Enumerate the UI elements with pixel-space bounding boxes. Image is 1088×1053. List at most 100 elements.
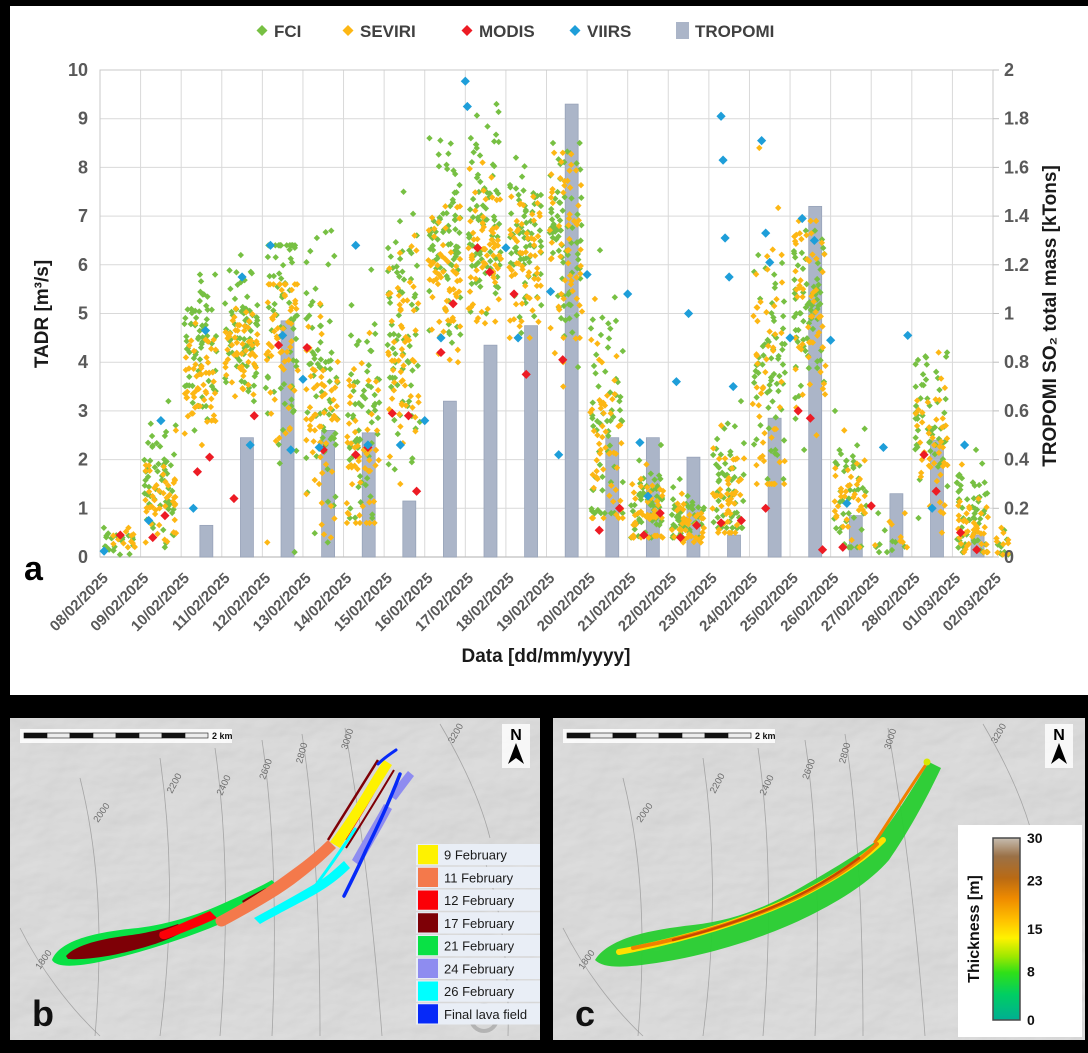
fci-point — [815, 302, 822, 310]
seviri-point — [721, 529, 728, 536]
fci-point — [396, 255, 404, 263]
seviri-point — [288, 338, 295, 345]
seviri-point — [549, 185, 556, 193]
fci-point — [182, 314, 189, 322]
flow-9feb — [330, 760, 392, 848]
modis-point — [675, 532, 686, 543]
fci-point — [537, 270, 544, 278]
fci-point — [324, 498, 332, 505]
fci-point — [435, 151, 442, 158]
seviri-point — [488, 174, 495, 181]
fci-point — [780, 475, 787, 483]
seviri-point — [356, 512, 363, 519]
modis-point — [639, 530, 649, 540]
fci-point — [917, 395, 924, 402]
fci-point — [109, 547, 117, 554]
seviri-point — [630, 489, 638, 496]
seviri-point — [283, 348, 291, 356]
seviri-point — [771, 331, 779, 338]
modis-point — [160, 511, 170, 521]
seviri-point — [483, 252, 491, 259]
modis-point — [204, 452, 215, 462]
scalebar-segment — [589, 732, 614, 739]
contour-label: 2800 — [837, 742, 853, 765]
seviri-point — [276, 434, 283, 442]
modis-point — [558, 355, 568, 365]
fci-point — [277, 275, 285, 282]
seviri-point — [935, 349, 942, 356]
legend-label: TROPOMI — [695, 22, 774, 41]
seviri-point — [763, 309, 770, 316]
fci-point — [958, 475, 966, 482]
seviri-point — [468, 251, 476, 259]
fci-point — [648, 498, 655, 506]
seviri-point — [508, 193, 515, 200]
seviri-point — [899, 538, 906, 546]
fci-point — [593, 351, 600, 358]
seviri-point — [192, 361, 199, 368]
seviri-point — [576, 334, 583, 342]
fci-point — [596, 461, 604, 468]
fci-point — [103, 532, 110, 539]
fci-point — [589, 316, 596, 323]
seviri-point — [649, 482, 656, 489]
scalebar-segment — [704, 732, 729, 739]
fci-point — [451, 216, 459, 223]
seviri-point — [567, 281, 575, 288]
fci-point — [610, 413, 617, 421]
fci-point — [483, 216, 490, 223]
seviri-point — [318, 330, 325, 338]
fci-point — [439, 228, 447, 236]
fci-point — [831, 515, 838, 522]
seviri-point — [715, 526, 723, 533]
fci-point — [765, 425, 773, 432]
seviri-point — [148, 503, 156, 511]
seviri-point — [454, 277, 461, 285]
fci-point — [883, 548, 891, 556]
seviri-point — [410, 283, 417, 290]
fci-point — [537, 238, 544, 245]
seviri-point — [212, 346, 219, 353]
fci-point — [796, 310, 803, 317]
seviri-point — [724, 518, 732, 525]
viirs-point — [156, 416, 166, 426]
seviri-point — [351, 444, 358, 451]
seviri-point — [594, 340, 601, 347]
seviri-point — [152, 506, 159, 514]
seviri-point — [310, 385, 318, 392]
seviri-point — [522, 248, 530, 256]
seviri-point — [791, 233, 798, 240]
fci-point — [775, 387, 782, 395]
fci-point — [457, 331, 464, 338]
seviri-point — [577, 181, 585, 189]
viirs-point — [761, 228, 771, 238]
seviri-point — [924, 399, 932, 406]
fci-point — [100, 524, 108, 531]
fci-point — [651, 476, 658, 483]
seviri-point — [269, 316, 276, 323]
flow-11feb — [215, 840, 336, 927]
seviri-point — [357, 479, 364, 486]
modis-point — [115, 530, 125, 540]
viirs-point — [671, 377, 681, 387]
seviri-point — [170, 479, 177, 487]
fci-point — [186, 373, 193, 380]
seviri-point — [792, 240, 800, 248]
fci-point — [837, 450, 845, 458]
fci-point — [326, 365, 334, 373]
fci-point — [270, 272, 277, 280]
seviri-point — [271, 328, 278, 335]
legend-row — [416, 935, 540, 957]
seviri-point — [327, 502, 335, 510]
seviri-point — [757, 390, 765, 397]
fci-point — [559, 207, 566, 214]
legend-entry-label: 12 February — [444, 893, 515, 908]
viirs-point — [314, 442, 324, 453]
seviri-point — [566, 184, 574, 191]
fci-point — [599, 314, 606, 321]
seviri-point — [698, 510, 705, 517]
seviri-point — [732, 529, 739, 536]
fci-point — [554, 212, 561, 220]
seviri-point — [204, 359, 212, 366]
seviri-point — [529, 210, 536, 218]
